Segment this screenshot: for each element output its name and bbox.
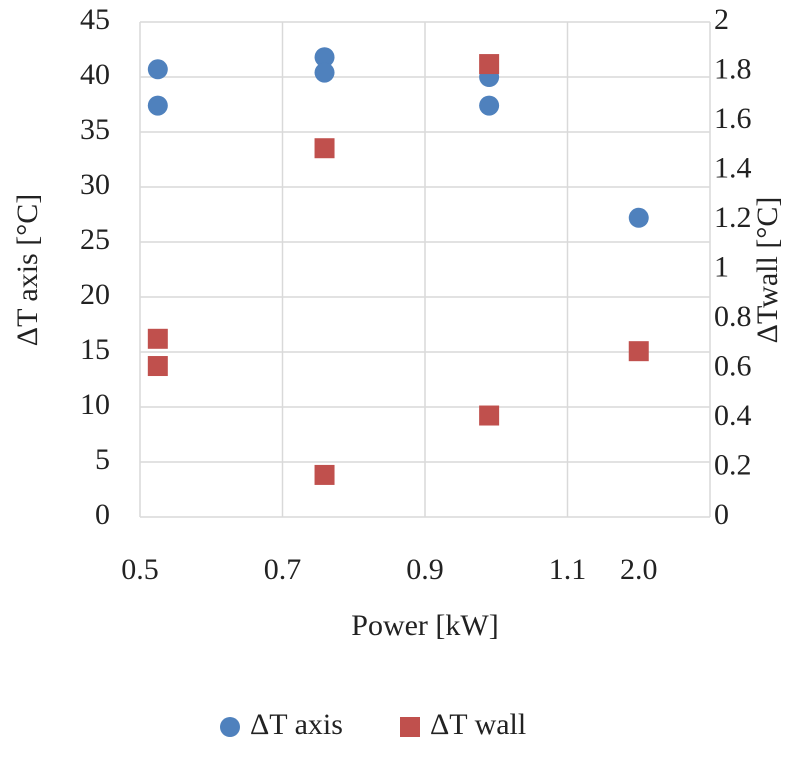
- y-tick-label: 25: [80, 223, 110, 256]
- y-axis-title: ΔT axis [°C]: [11, 194, 44, 346]
- point: [314, 464, 335, 485]
- point: [314, 62, 335, 83]
- y-tick-label: 0: [95, 498, 110, 531]
- y2-tick-label: 1.2: [714, 201, 752, 234]
- y2-tick-label: 1.4: [714, 151, 752, 184]
- point: [147, 59, 168, 80]
- point: [628, 341, 649, 362]
- y2-tick-label: 0.2: [714, 448, 752, 481]
- point: [147, 328, 168, 349]
- y2-tick-label: 1.6: [714, 102, 752, 135]
- y2-tick-label: 1.8: [714, 52, 752, 85]
- x-tick-label: 0.5: [121, 553, 159, 586]
- x-tick-label: 0.9: [406, 553, 444, 586]
- y2-tick-label: 0: [714, 498, 729, 531]
- x-tick-label: 2.0: [620, 553, 658, 586]
- point: [628, 207, 649, 228]
- y-tick-label: 35: [80, 113, 110, 146]
- x-tick-label: 1.1: [549, 553, 587, 586]
- y2-tick-label: 1: [714, 250, 729, 283]
- y2-tick-label: 0.6: [714, 349, 752, 382]
- x-tick-label: 0.7: [264, 553, 302, 586]
- y2-tick-label: 2: [714, 3, 729, 36]
- legend-label: ΔT axis: [250, 708, 343, 741]
- point: [314, 47, 335, 68]
- point: [314, 138, 335, 159]
- point: [147, 95, 168, 116]
- y2-tick-label: 0.4: [714, 399, 752, 432]
- legend-marker: [220, 717, 240, 737]
- legend-marker: [400, 717, 420, 737]
- point: [479, 95, 500, 116]
- point: [479, 405, 500, 426]
- y2-tick-label: 0.8: [714, 300, 752, 333]
- point: [479, 54, 500, 75]
- y-tick-label: 30: [80, 168, 110, 201]
- y2-axis-title: ΔTwall [°C]: [751, 197, 784, 344]
- y-tick-label: 10: [80, 388, 110, 421]
- point: [147, 356, 168, 377]
- legend-label: ΔT wall: [430, 708, 526, 741]
- y-tick-label: 40: [80, 58, 110, 91]
- y-tick-label: 15: [80, 333, 110, 366]
- y-tick-label: 5: [95, 443, 110, 476]
- x-axis-title: Power [kW]: [351, 609, 498, 642]
- y-tick-label: 20: [80, 278, 110, 311]
- y-tick-label: 45: [80, 3, 110, 36]
